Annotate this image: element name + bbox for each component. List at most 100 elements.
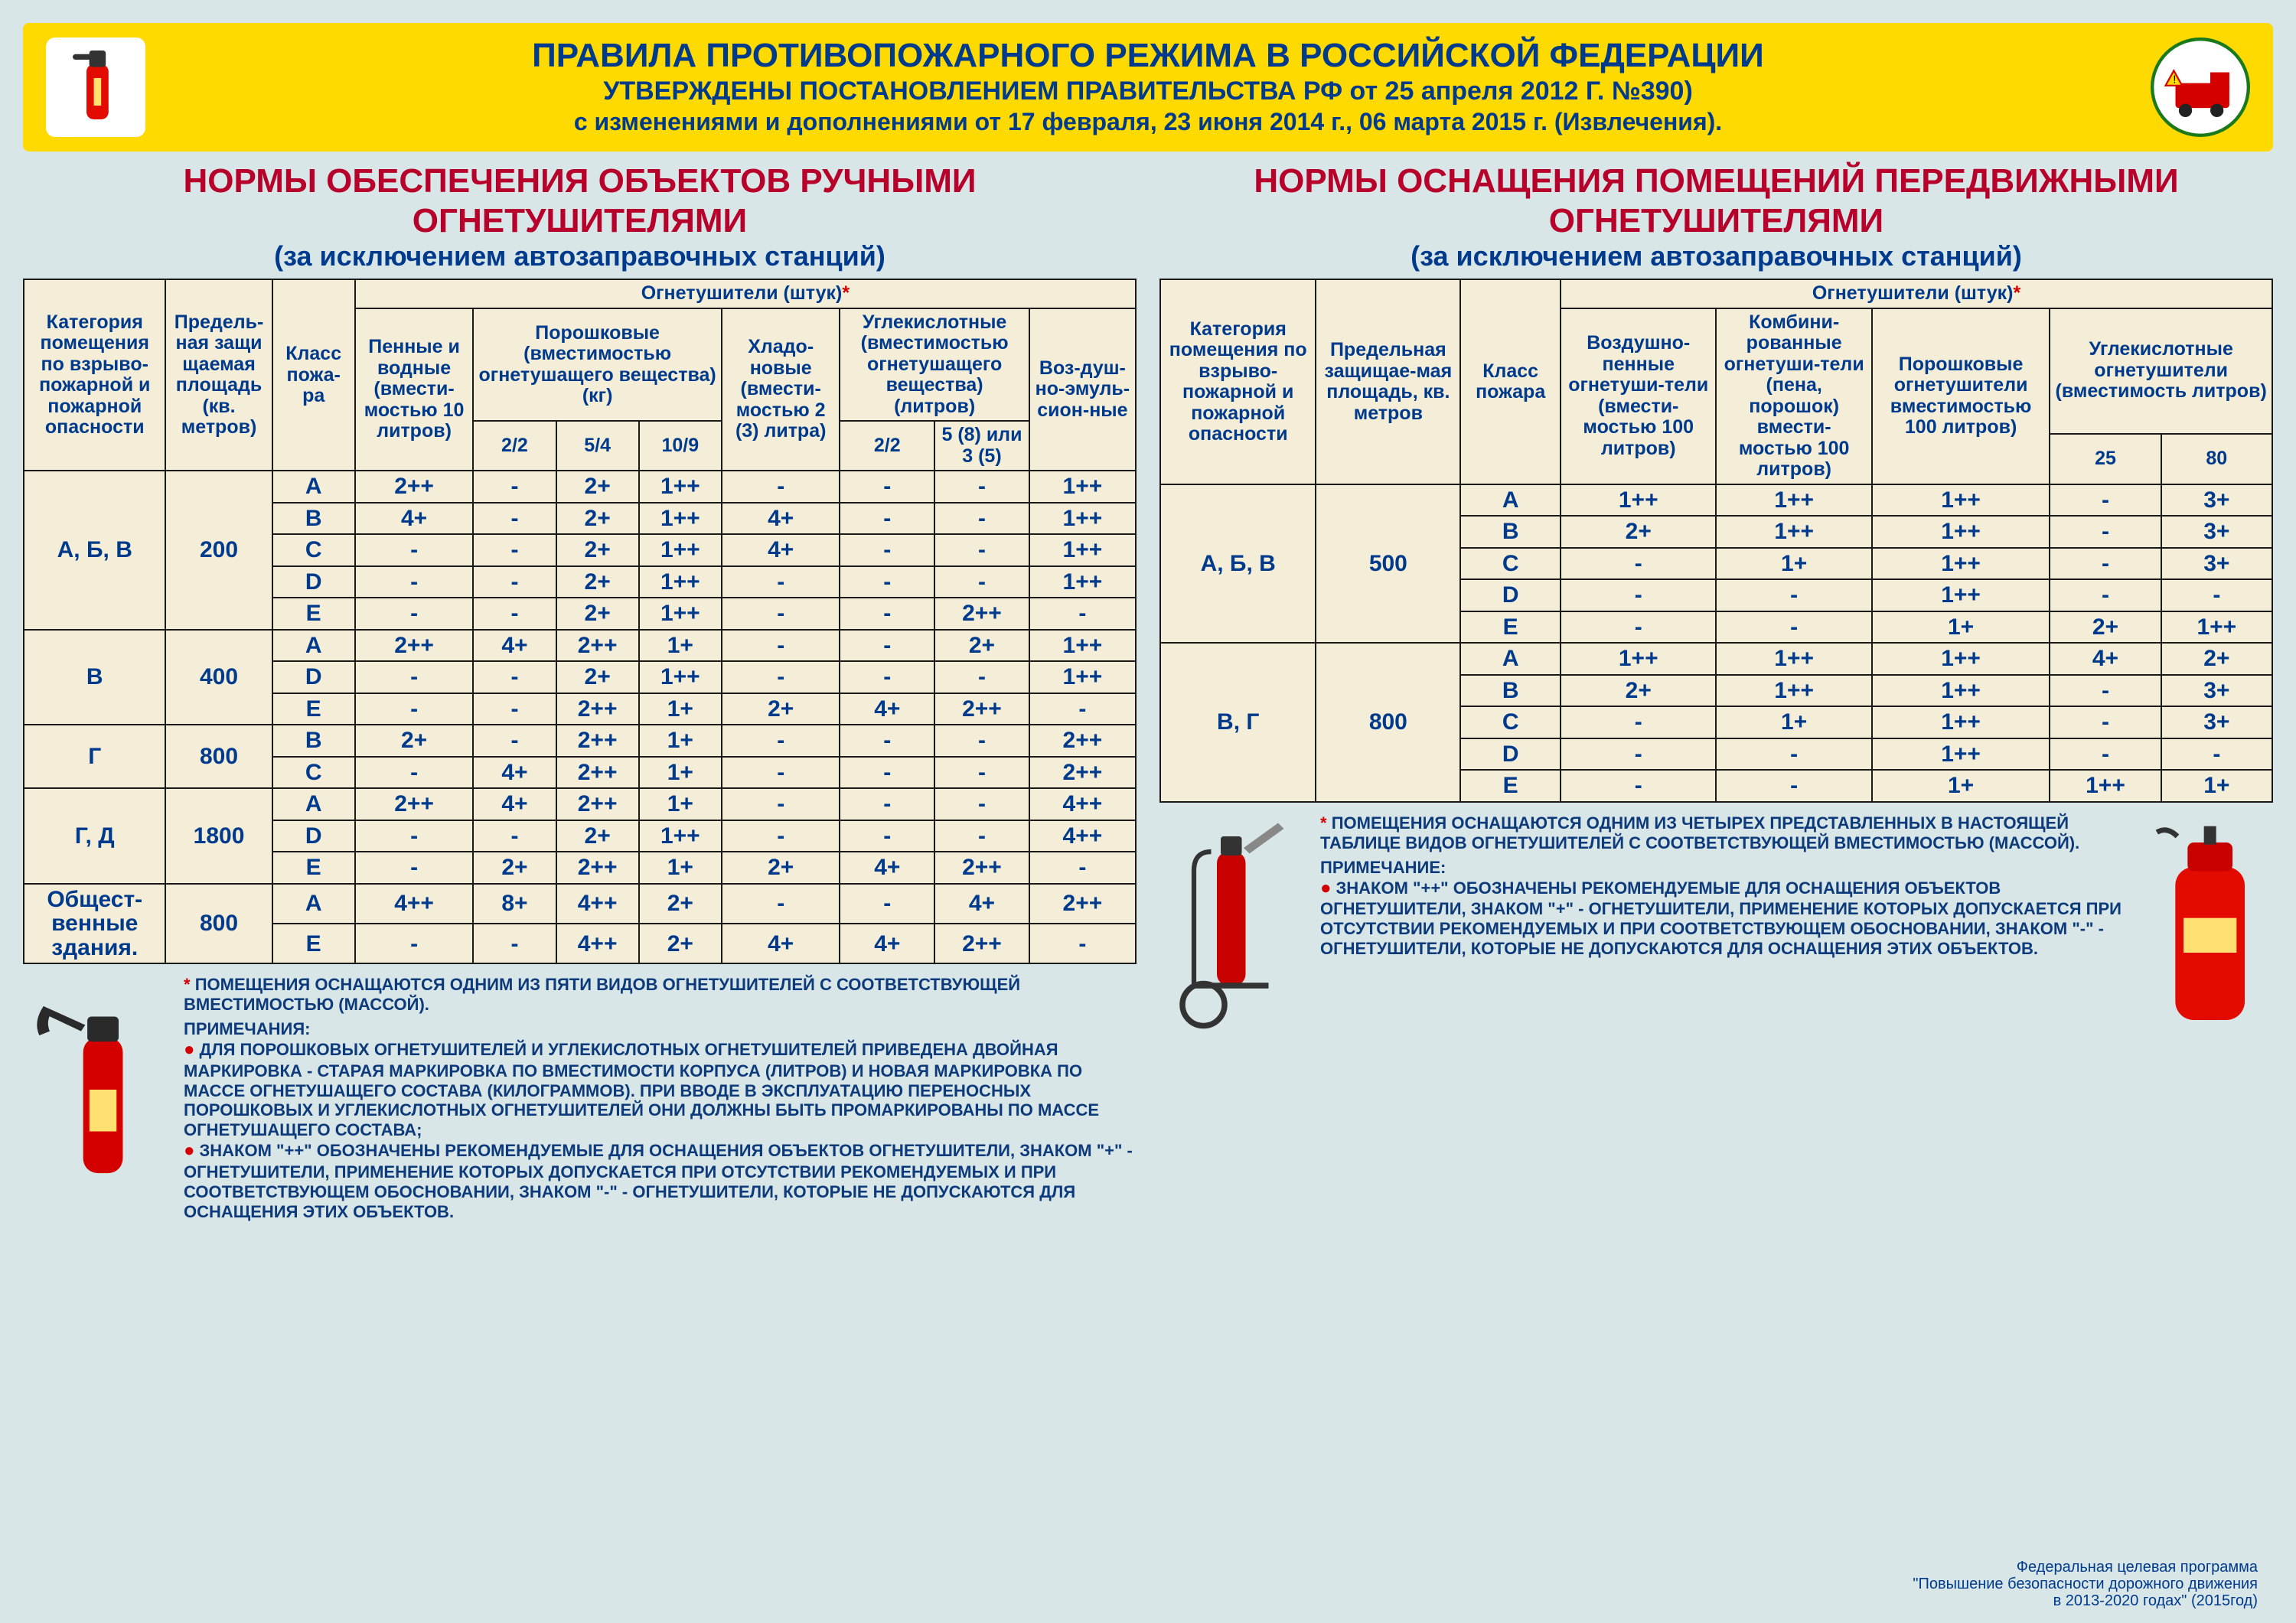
cell-value: 2++ (556, 852, 639, 884)
th-class: Класс пожара (1460, 279, 1561, 484)
cell-value: - (840, 820, 934, 852)
cell-value: 2+ (556, 566, 639, 598)
th-combo: Комбини-рованные огнетуши-тели (пена, по… (1716, 308, 1871, 484)
right-notes: * ПОМЕЩЕНИЯ ОСНАЩАЮТСЯ ОДНИМ ИЗ ЧЕТЫРЕХ … (1320, 813, 2128, 959)
cell-value: 4+ (840, 852, 934, 884)
cell-value: - (1029, 693, 1136, 725)
cell-value: 2++ (556, 693, 639, 725)
cell-area: 400 (165, 630, 272, 725)
cell-value: 2+ (722, 693, 840, 725)
cell-cat: В, Г (1160, 643, 1316, 802)
cell-class: D (272, 661, 355, 693)
cell-value: 1+ (639, 630, 722, 662)
cell-value: - (2050, 484, 2161, 517)
cell-value: 1++ (639, 598, 722, 630)
cell-class: В (1460, 675, 1561, 707)
cell-value: 2++ (355, 630, 474, 662)
cell-value: 3+ (2161, 706, 2272, 738)
cell-value: - (1561, 738, 1716, 771)
cell-value: - (355, 566, 474, 598)
th-p2: 5/4 (556, 421, 639, 471)
cell-value: 1++ (639, 503, 722, 535)
cell-class: Е (272, 924, 355, 963)
right-section: НОРМЫ ОСНАЩЕНИЯ ПОМЕЩЕНИЙ ПЕРЕДВИЖНЫМИ О… (1159, 159, 2273, 1222)
cell-value: 2+ (473, 852, 556, 884)
cell-class: В (1460, 516, 1561, 548)
cell-value: - (934, 757, 1029, 789)
cell-value: - (934, 534, 1029, 566)
cell-cat: А, Б, В (1160, 484, 1316, 644)
cell-value: - (1716, 770, 1871, 802)
cell-value: - (473, 598, 556, 630)
left-table: Категория помещения по взрыво-пожарной и… (23, 279, 1137, 964)
cell-value: 4+ (722, 503, 840, 535)
cell-class: А (1460, 484, 1561, 517)
cell-value: 4++ (556, 924, 639, 963)
cell-value: - (934, 788, 1029, 820)
cell-value: - (1716, 738, 1871, 771)
cell-value: 1++ (1029, 534, 1136, 566)
cell-value: 2++ (556, 757, 639, 789)
cell-value: - (840, 725, 934, 757)
table-row: В400А2++4+2++1+--2+1++ (24, 630, 1136, 662)
cell-value: 1++ (1872, 675, 2050, 707)
cell-value: - (473, 924, 556, 963)
cell-value: - (473, 693, 556, 725)
cell-value: - (1716, 611, 1871, 644)
cell-value: - (1029, 924, 1136, 963)
cell-cat: В (24, 630, 165, 725)
table-row: Г, Д1800А2++4+2++1+---4++ (24, 788, 1136, 820)
th-group: Огнетушители (штук)* (355, 279, 1136, 308)
left-title-2: ОГНЕТУШИТЕЛЯМИ (23, 204, 1137, 239)
cell-value: - (2050, 516, 2161, 548)
cell-area: 800 (1316, 643, 1460, 802)
cell-value: - (840, 630, 934, 662)
svg-text:!: ! (2173, 73, 2176, 86)
cell-class: А (272, 630, 355, 662)
cell-value: 4+ (840, 924, 934, 963)
cell-value: - (473, 503, 556, 535)
left-title-1: НОРМЫ ОБЕСПЕЧЕНИЯ ОБЪЕКТОВ РУЧНЫМИ (23, 164, 1137, 199)
cell-value: 1++ (1029, 471, 1136, 503)
cell-value: 2++ (934, 693, 1029, 725)
cell-value: 2++ (1029, 884, 1136, 924)
th-class: Класс пожа-ра (272, 279, 355, 471)
cell-area: 800 (165, 725, 272, 788)
cell-value: - (355, 924, 474, 963)
cell-value: 4+ (2050, 643, 2161, 675)
cell-value: 1++ (1029, 630, 1136, 662)
cell-value: - (355, 598, 474, 630)
cell-value: 1+ (639, 852, 722, 884)
firetruck-icon: ! (2151, 37, 2250, 137)
cell-value: 2+ (639, 884, 722, 924)
th-co2: Углекислотные (вместимостью огнетушащего… (840, 308, 1029, 422)
right-title-1: НОРМЫ ОСНАЩЕНИЯ ПОМЕЩЕНИЙ ПЕРЕДВИЖНЫМИ (1159, 164, 2273, 199)
cell-class: А (272, 471, 355, 503)
page-sub1: УТВЕРЖДЕНЫ ПОСТАНОВЛЕНИЕМ ПРАВИТЕЛЬСТВА … (532, 77, 1764, 106)
right-title-2: ОГНЕТУШИТЕЛЯМИ (1159, 204, 2273, 239)
right-table: Категория помещения по взрыво-пожарной и… (1159, 279, 2273, 803)
cell-class: D (1460, 738, 1561, 771)
cell-area: 200 (165, 471, 272, 630)
cell-value: - (2161, 579, 2272, 611)
th-cat: Категория помещения по взрыво-пожарной и… (24, 279, 165, 471)
cell-value: 4++ (1029, 820, 1136, 852)
cell-value: 4++ (355, 884, 474, 924)
cell-cat: Общест-венные здания. (24, 884, 165, 964)
th-area: Предельная защищае-мая площадь, кв. метр… (1316, 279, 1460, 484)
cell-value: - (840, 757, 934, 789)
cell-value: - (2161, 738, 2272, 771)
cell-value: - (934, 566, 1029, 598)
cell-value: 2+ (556, 503, 639, 535)
table-row: А, Б, В200А2++-2+1++---1++ (24, 471, 1136, 503)
cell-value: 1++ (639, 534, 722, 566)
cell-value: 1++ (1872, 516, 2050, 548)
cell-value: 1++ (1716, 643, 1871, 675)
th-c2: 5 (8) или 3 (5) (934, 421, 1029, 471)
cell-class: D (1460, 579, 1561, 611)
cell-value: - (722, 884, 840, 924)
cell-area: 1800 (165, 788, 272, 884)
cell-value: 1+ (1716, 548, 1871, 580)
cell-value: 2+ (556, 598, 639, 630)
cell-value: - (473, 661, 556, 693)
